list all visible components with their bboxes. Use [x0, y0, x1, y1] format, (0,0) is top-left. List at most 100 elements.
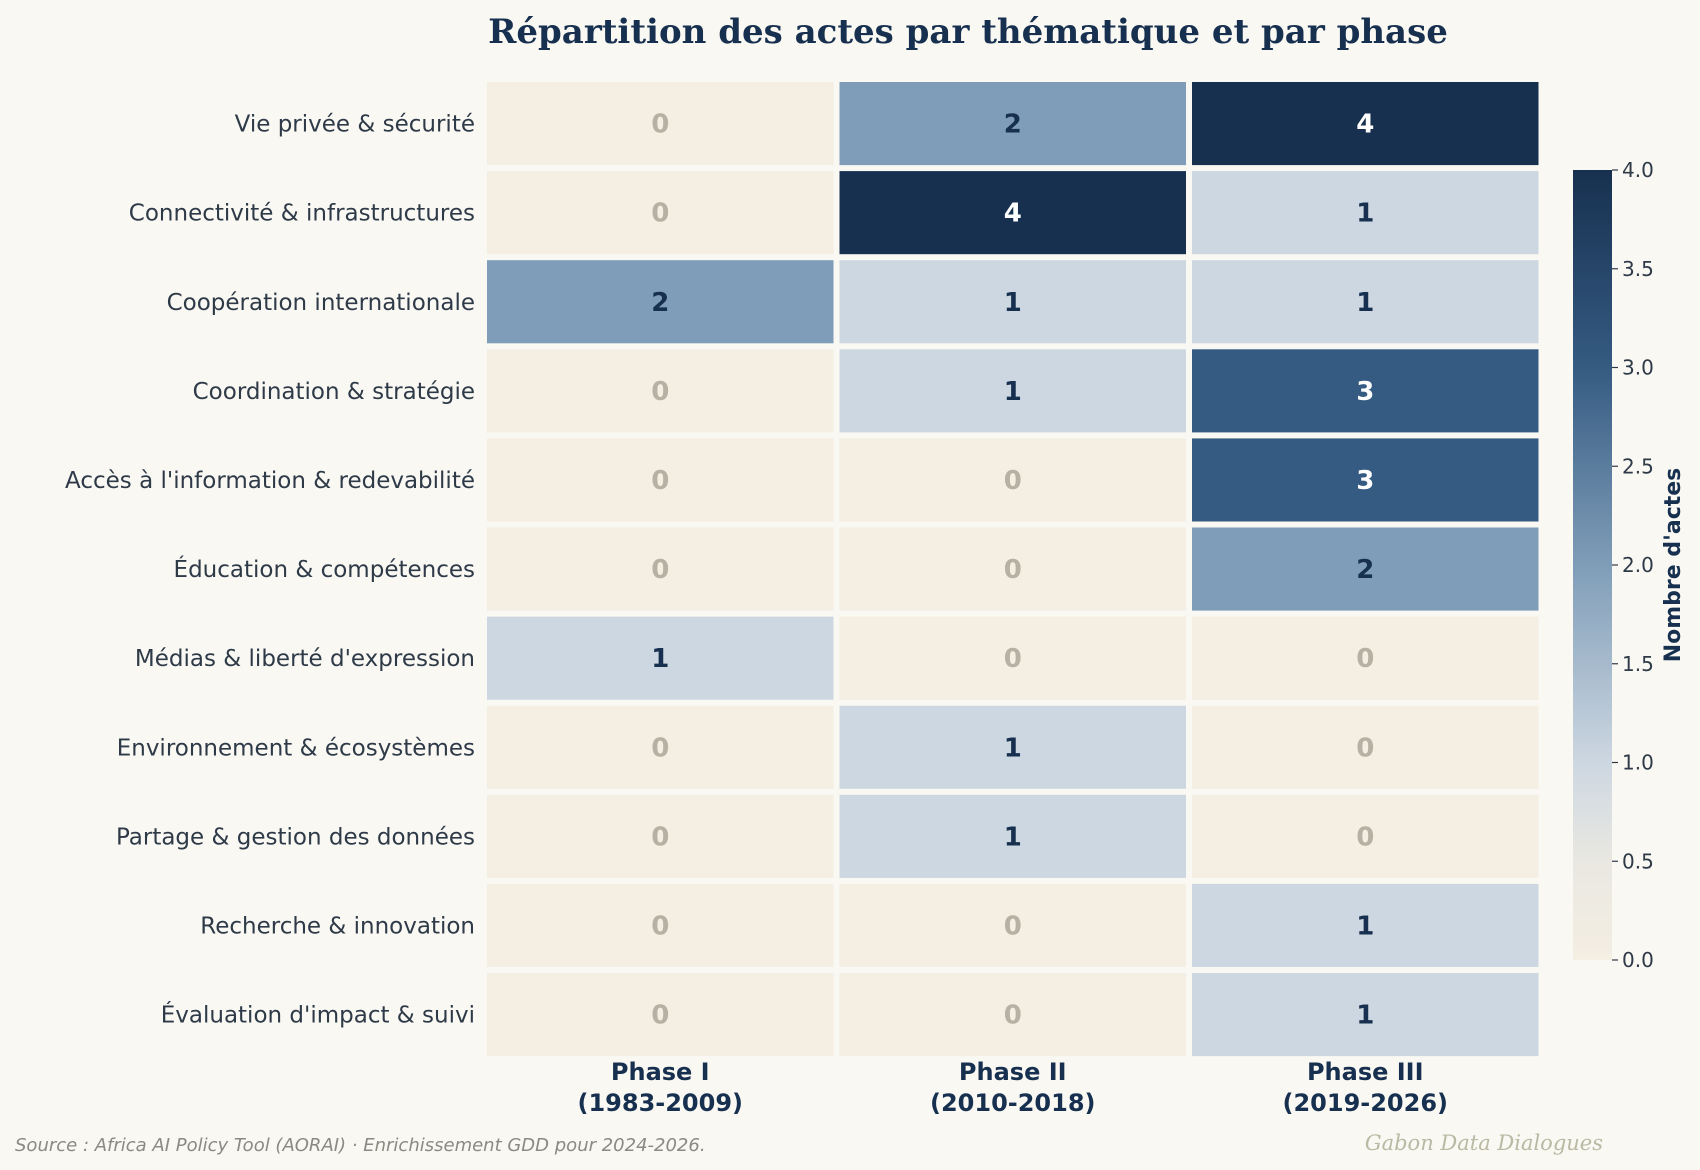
cell-value-label: 1 [1356, 911, 1374, 941]
colorbar-tick-label: 2.0 [1622, 553, 1654, 577]
cell-value-label: 1 [1004, 822, 1022, 852]
heatmap-cell [839, 883, 1186, 967]
cell-value-label: 0 [651, 466, 669, 496]
heatmap-cell [1192, 705, 1539, 789]
heatmap-cells: 0 2 4 0 4 1 2 1 1 0 1 3 0 0 3 0 0 2 1 0 0 0 1 0 0 1 0 0 0 1 0 0 1 [487, 82, 1539, 1057]
heatmap-cell [839, 705, 1186, 789]
colorbar-tick-label: 3.5 [1622, 257, 1654, 281]
colorbar-tick-label: 0.0 [1622, 948, 1654, 972]
heatmap-cell [1192, 260, 1539, 344]
source-note: Source : Africa AI Policy Tool (AORAI) ·… [15, 1135, 706, 1156]
cell-value-label: 0 [1004, 911, 1022, 941]
cell-value-label: 1 [1004, 733, 1022, 763]
cell-value-label: 2 [651, 288, 669, 318]
cell-value-label: 0 [1356, 644, 1374, 674]
cell-value-label: 1 [1356, 199, 1374, 229]
heatmap-cell [839, 527, 1186, 611]
column-label-years: (2019-2026) [1283, 1089, 1449, 1117]
cell-value-label: 1 [1004, 288, 1022, 318]
cell-value-label: 4 [1004, 199, 1022, 229]
heatmap-cell [487, 349, 834, 433]
heatmap-cell [839, 349, 1186, 433]
cell-value-label: 4 [1356, 110, 1374, 140]
cell-value-label: 1 [651, 644, 669, 674]
heatmap-cell [839, 171, 1186, 255]
colorbar-tick-label: 4.0 [1622, 158, 1654, 182]
cell-value-label: 0 [1004, 466, 1022, 496]
cell-value-label: 2 [1356, 555, 1374, 585]
heatmap-cell [487, 438, 834, 522]
heatmap-cell [1192, 616, 1539, 700]
cell-value-label: 0 [651, 911, 669, 941]
heatmap-cell [839, 794, 1186, 878]
row-label: Évaluation d'impact & suivi [161, 1001, 475, 1029]
heatmap-cell [487, 794, 834, 878]
cell-value-label: 0 [651, 199, 669, 229]
cell-value-label: 1 [1356, 1001, 1374, 1031]
cell-value-label: 0 [651, 733, 669, 763]
cell-value-label: 3 [1356, 466, 1374, 496]
heatmap-cell [839, 973, 1186, 1057]
heatmap-cell [487, 705, 834, 789]
heatmap-cell [1192, 973, 1539, 1057]
cell-value-label: 0 [1356, 822, 1374, 852]
heatmap-cell [487, 260, 834, 344]
row-labels: Vie privée & sécurité Connectivité & infr… [65, 112, 475, 1029]
row-label: Environnement & écosystèmes [117, 735, 475, 761]
column-label-years: (1983-2009) [578, 1089, 744, 1117]
column-label-phase: Phase III [1307, 1058, 1424, 1086]
cell-value-label: 1 [1356, 288, 1374, 318]
colorbar-gradient [1573, 170, 1612, 960]
row-label: Coordination & stratégie [193, 379, 475, 405]
row-label: Coopération internationale [167, 290, 475, 316]
colorbar: 0.0 0.5 1.0 1.5 2.0 2.5 3.0 3.5 4.0 Nombre d'act… [1573, 158, 1686, 972]
colorbar-label: Nombre d'actes [1661, 468, 1686, 663]
chart-title: Répartition des actes par thématique et … [488, 12, 1448, 52]
column-label-phase: Phase I [611, 1058, 710, 1086]
colorbar-tick-label: 3.0 [1622, 356, 1654, 380]
row-label: Médias & liberté d'expression [135, 646, 475, 672]
heatmap-cell [839, 438, 1186, 522]
colorbar-tick-label: 0.5 [1622, 849, 1654, 873]
heatmap-cell [1192, 527, 1539, 611]
heatmap-cell [839, 82, 1186, 166]
heatmap-cell [487, 82, 834, 166]
heatmap-cell [1192, 171, 1539, 255]
row-label: Éducation & compétences [174, 555, 475, 583]
colorbar-ticks: 0.0 0.5 1.0 1.5 2.0 2.5 3.0 3.5 4.0 [1612, 158, 1654, 972]
watermark: Gabon Data Dialogues [1365, 1131, 1603, 1155]
row-label: Recherche & innovation [200, 913, 475, 939]
cell-value-label: 0 [651, 110, 669, 140]
colorbar-tick-label: 2.5 [1622, 454, 1654, 478]
heatmap-cell [1192, 82, 1539, 166]
cell-value-label: 0 [1004, 644, 1022, 674]
row-label: Accès à l'information & redevabilité [65, 468, 475, 494]
cell-value-label: 0 [651, 555, 669, 585]
heatmap-cell [839, 260, 1186, 344]
heatmap-cell [487, 883, 834, 967]
column-label-phase: Phase II [959, 1058, 1067, 1086]
cell-value-label: 0 [651, 822, 669, 852]
cell-value-label: 0 [1004, 1001, 1022, 1031]
row-label: Partage & gestion des données [116, 824, 475, 850]
heatmap-cell [487, 616, 834, 700]
heatmap-cell [487, 973, 834, 1057]
column-label-years: (2010-2018) [930, 1089, 1096, 1117]
heatmap-cell [1192, 349, 1539, 433]
heatmap-cell [839, 616, 1186, 700]
cell-value-label: 0 [1004, 555, 1022, 585]
heatmap-cell [1192, 883, 1539, 967]
row-label: Connectivité & infrastructures [129, 201, 475, 227]
cell-value-label: 1 [1004, 377, 1022, 407]
heatmap-cell [487, 171, 834, 255]
cell-value-label: 0 [1356, 733, 1374, 763]
cell-value-label: 3 [1356, 377, 1374, 407]
cell-value-label: 0 [651, 377, 669, 407]
heatmap-cell [487, 527, 834, 611]
cell-value-label: 0 [651, 1001, 669, 1031]
cell-value-label: 2 [1004, 110, 1022, 140]
row-label: Vie privée & sécurité [235, 112, 475, 138]
colorbar-tick-label: 1.0 [1622, 751, 1654, 775]
colorbar-tick-label: 1.5 [1622, 652, 1654, 676]
